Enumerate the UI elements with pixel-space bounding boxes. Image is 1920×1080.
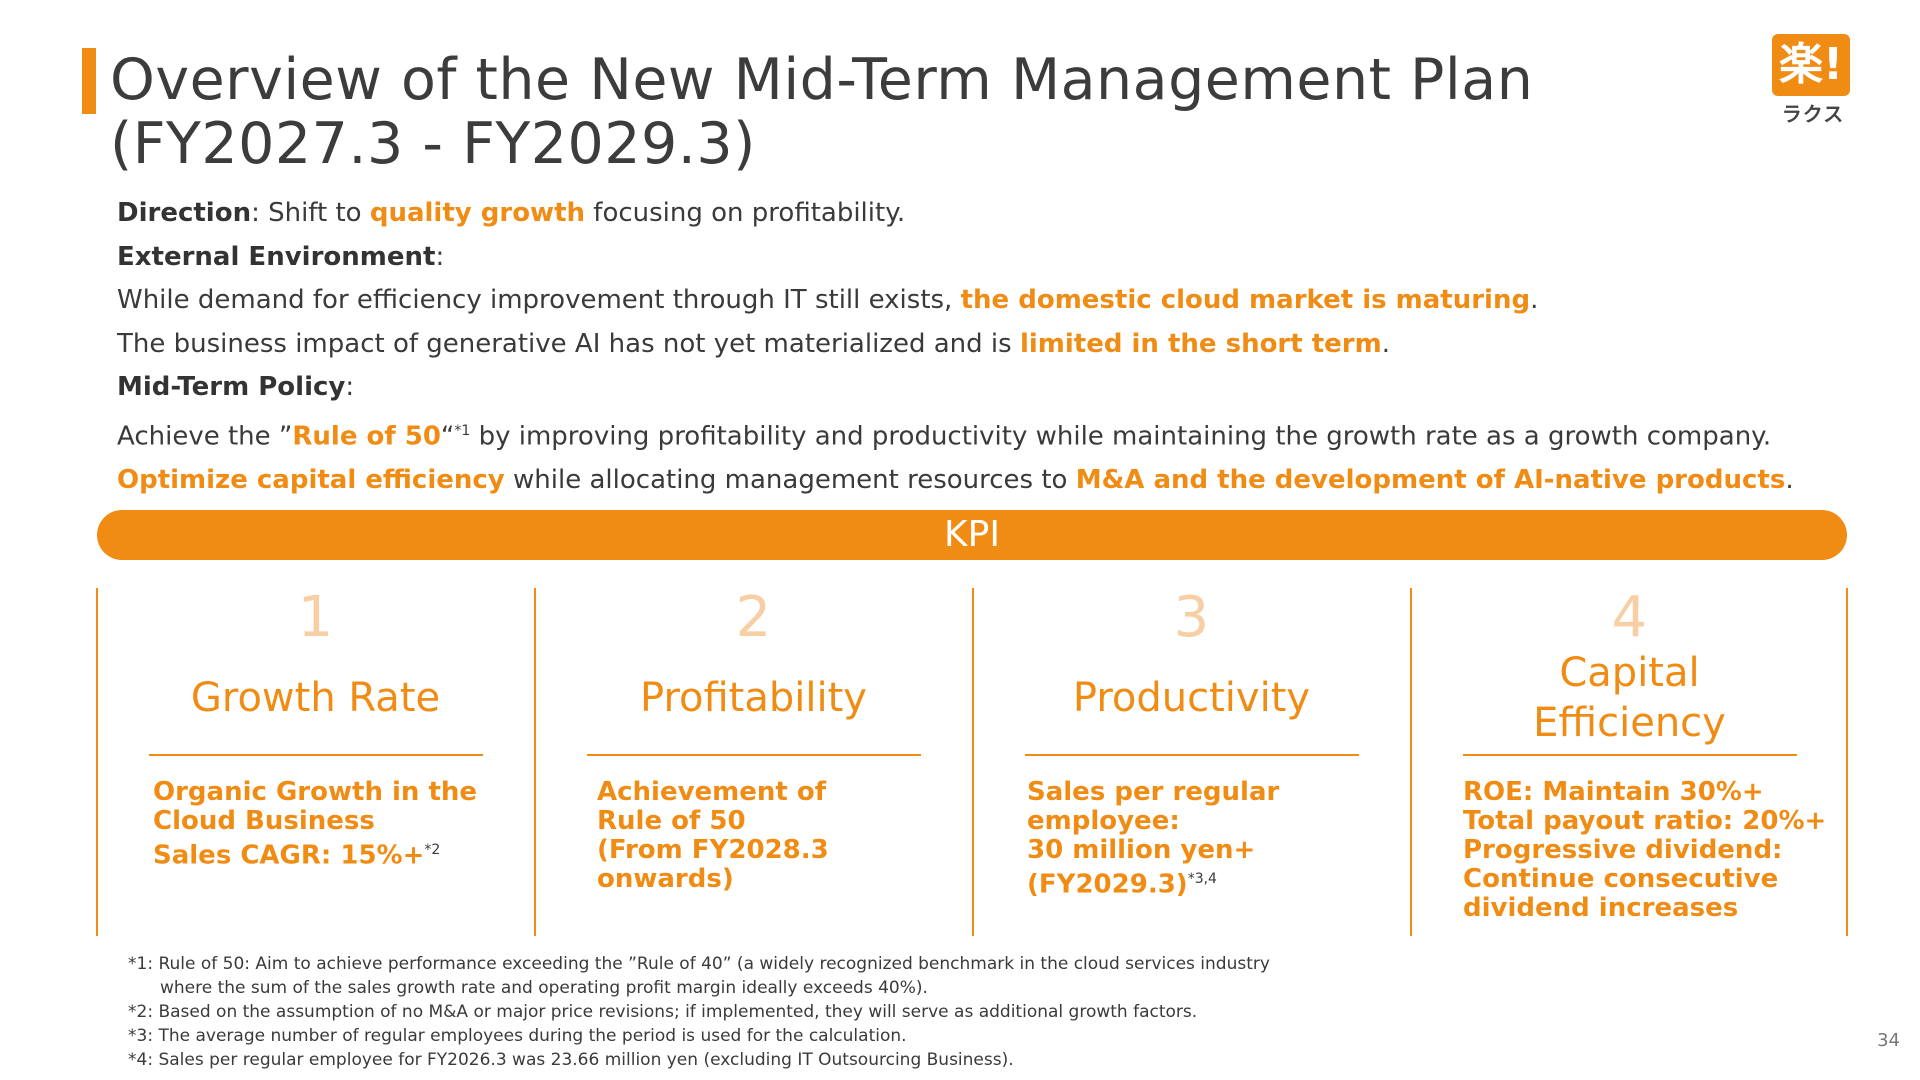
kpi-footnote-ref: *2 bbox=[424, 842, 441, 858]
kpi-desc-line: onwards) bbox=[597, 864, 734, 894]
kpi-desc-line: Sales per regular bbox=[1027, 777, 1280, 807]
kpi-heading: Productivity bbox=[1072, 675, 1311, 721]
overview-text: Direction: Shift to quality growth focus… bbox=[117, 192, 1817, 502]
kpi-description: Achievement of Rule of 50 (From FY2028.3… bbox=[597, 778, 829, 894]
env2-pre: The business impact of generative AI has… bbox=[117, 328, 1020, 359]
kpi-desc-line: ROE: Maintain 30%+ bbox=[1463, 777, 1764, 807]
page-title: Overview of the New Mid-Term Management … bbox=[110, 48, 1533, 176]
direction-highlight: quality growth bbox=[369, 198, 586, 228]
external-env-line: External Environment: bbox=[117, 236, 1817, 280]
env1-pre: While demand for efficiency improvement … bbox=[117, 285, 961, 315]
pol2-mid: while allocating management resources to bbox=[504, 464, 1076, 495]
kpi-banner: KPI bbox=[97, 510, 1847, 560]
kpi-desc-line: employee: bbox=[1027, 806, 1180, 836]
kpi-description: Organic Growth in the Cloud Business Sal… bbox=[153, 778, 477, 871]
kpi-profitability: 2 Profitability Achievement of Rule of 5… bbox=[535, 588, 972, 936]
page-title-line1: Overview of the New Mid-Term Management … bbox=[110, 47, 1534, 113]
company-logo: 楽! ラクス bbox=[1772, 34, 1854, 127]
direction-post: focusing on profitability. bbox=[585, 198, 906, 228]
kpi-desc-text: Sales CAGR: 15%+ bbox=[153, 840, 425, 871]
pol1-footnote-ref: *1 bbox=[454, 422, 471, 439]
kpi-description: ROE: Maintain 30%+ Total payout ratio: 2… bbox=[1463, 778, 1826, 923]
kpi-heading: Growth Rate bbox=[190, 675, 441, 721]
pol1-post: by improving profitability and productiv… bbox=[470, 421, 1772, 452]
kpi-heading-line: Efficiency bbox=[1533, 700, 1726, 746]
kpi-productivity: 3 Productivity Sales per regular employe… bbox=[973, 588, 1410, 936]
column-divider bbox=[96, 588, 98, 936]
external-env-label: External Environment bbox=[117, 241, 436, 272]
env2-highlight: limited in the short term bbox=[1019, 328, 1382, 359]
footnote-1: *1: Rule of 50: Aim to achieve performan… bbox=[128, 954, 1270, 974]
env1-post: . bbox=[1530, 285, 1539, 315]
direction-line: Direction: Shift to quality growth focus… bbox=[117, 192, 1817, 236]
policy-line: Mid-Term Policy: bbox=[117, 366, 1817, 410]
kpi-desc-line: (FY2029.3)*3,4 bbox=[1027, 865, 1279, 900]
kpi-rule bbox=[1463, 754, 1797, 756]
pol1-pre: Achieve the ” bbox=[117, 421, 293, 452]
kpi-heading: Capital Efficiency bbox=[1411, 648, 1848, 748]
kpi-desc-line: (From FY2028.3 bbox=[597, 835, 829, 865]
kpi-desc-line: Progressive dividend: bbox=[1463, 835, 1783, 865]
column-divider bbox=[1410, 588, 1412, 936]
kpi-desc-line: Total payout ratio: 20%+ bbox=[1463, 806, 1827, 836]
env1-highlight: the domestic cloud market is maturing bbox=[960, 285, 1531, 315]
policy-colon: : bbox=[345, 372, 355, 402]
footnote-4: *4: Sales per regular employee for FY202… bbox=[128, 1050, 1014, 1070]
kpi-desc-line: 30 million yen+ bbox=[1027, 835, 1256, 865]
kpi-desc-text: (FY2029.3) bbox=[1027, 869, 1188, 900]
kpi-desc-line: Rule of 50 bbox=[597, 806, 746, 836]
env-line-1: While demand for efficiency improvement … bbox=[117, 279, 1817, 323]
kpi-number: 2 bbox=[735, 585, 772, 650]
policy-label: Mid-Term Policy bbox=[117, 372, 346, 402]
kpi-number: 3 bbox=[1173, 585, 1210, 650]
footnotes: *1: Rule of 50: Aim to achieve performan… bbox=[128, 952, 1270, 1072]
page-title-line2: (FY2027.3 - FY2029.3) bbox=[110, 111, 756, 177]
column-divider bbox=[534, 588, 536, 936]
kpi-columns: 1 Growth Rate Organic Growth in the Clou… bbox=[96, 588, 1848, 936]
kpi-desc-line: Cloud Business bbox=[153, 806, 375, 836]
column-divider bbox=[972, 588, 974, 936]
kpi-number: 4 bbox=[1611, 585, 1648, 650]
kpi-desc-line: Continue consecutive bbox=[1463, 864, 1779, 894]
kpi-footnote-ref: *3,4 bbox=[1187, 871, 1217, 887]
kpi-desc-line: dividend increases bbox=[1463, 893, 1739, 923]
column-divider bbox=[1846, 588, 1848, 936]
footnote-3: *3: The average number of regular employ… bbox=[128, 1026, 907, 1046]
env2-post: . bbox=[1381, 328, 1390, 359]
kpi-rule bbox=[587, 754, 921, 756]
pol2-post: . bbox=[1785, 464, 1794, 495]
kpi-rule bbox=[149, 754, 483, 756]
kpi-number: 1 bbox=[297, 585, 334, 650]
pol1-quote: “ bbox=[440, 421, 455, 452]
external-env-colon: : bbox=[435, 241, 445, 272]
direction-label: Direction bbox=[117, 198, 252, 228]
kpi-capital-efficiency: 4 Capital Efficiency ROE: Maintain 30%+ … bbox=[1411, 588, 1848, 936]
direction-pre: : Shift to bbox=[251, 198, 370, 228]
policy-line-2: Optimize capital efficiency while alloca… bbox=[117, 459, 1817, 503]
logo-mark: 楽! bbox=[1772, 34, 1850, 96]
pol1-highlight: Rule of 50 bbox=[292, 421, 441, 452]
kpi-desc-line: Organic Growth in the bbox=[153, 777, 478, 807]
kpi-heading-line: Capital bbox=[1559, 650, 1700, 696]
pol2-highlight-2: M&A and the development of AI-native pro… bbox=[1075, 464, 1786, 495]
logo-text: ラクス bbox=[1781, 102, 1845, 126]
kpi-desc-line: Achievement of bbox=[597, 777, 827, 807]
env-line-2: The business impact of generative AI has… bbox=[117, 323, 1817, 367]
kpi-rule bbox=[1025, 754, 1359, 756]
footnote-2: *2: Based on the assumption of no M&A or… bbox=[128, 1002, 1198, 1022]
policy-line-1: Achieve the ”Rule of 50“*1 by improving … bbox=[117, 410, 1817, 459]
kpi-heading: Profitability bbox=[640, 675, 867, 721]
pol2-highlight-1: Optimize capital efficiency bbox=[117, 464, 505, 495]
page-number: 34 bbox=[1877, 1030, 1900, 1051]
title-accent-bar bbox=[82, 48, 96, 114]
kpi-desc-line: Sales CAGR: 15%+*2 bbox=[153, 836, 477, 871]
footnote-1-continued: where the sum of the sales growth rate a… bbox=[160, 978, 928, 998]
kpi-growth-rate: 1 Growth Rate Organic Growth in the Clou… bbox=[97, 588, 534, 936]
kpi-description: Sales per regular employee: 30 million y… bbox=[1027, 778, 1279, 900]
